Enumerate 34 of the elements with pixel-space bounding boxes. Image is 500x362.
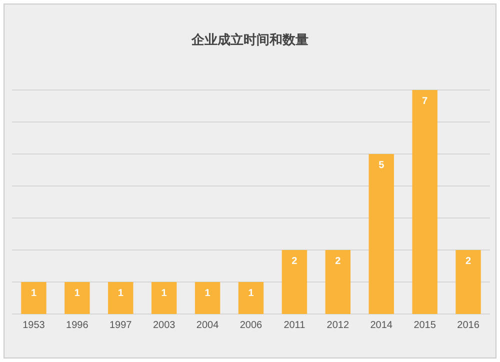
data-label: 1: [30, 288, 37, 299]
bar: [282, 250, 308, 314]
x-tick-label: 1997: [110, 320, 132, 331]
bar: [456, 250, 481, 314]
bar: [412, 90, 438, 314]
data-label: 7: [422, 96, 428, 107]
bar: [368, 154, 394, 314]
x-tick-label: 2016: [457, 320, 480, 331]
x-tick-label: 2014: [370, 320, 393, 331]
x-tick-label: 2012: [326, 320, 350, 331]
bar: [21, 282, 46, 314]
bar: [64, 282, 90, 314]
x-tick-label: 2015: [414, 320, 436, 331]
x-tick-label: 1996: [66, 320, 89, 331]
bar: [108, 282, 134, 314]
data-label: 1: [74, 288, 80, 299]
x-tick-label: 2003: [152, 320, 176, 331]
bar: [238, 282, 264, 314]
x-tick-label: 1953: [22, 320, 46, 331]
bar: [194, 282, 220, 314]
x-tick-label: 2011: [284, 320, 306, 331]
data-label: 1: [118, 288, 124, 299]
data-label: 2: [335, 256, 342, 267]
bar: [151, 282, 177, 314]
x-tick-label: 2004: [196, 320, 220, 331]
data-label: 2: [292, 256, 298, 267]
data-label: 1: [204, 288, 211, 299]
data-label: 1: [248, 288, 254, 299]
data-label: 5: [378, 160, 385, 171]
data-label: 2: [465, 256, 472, 267]
bar: [325, 250, 351, 314]
x-tick-label: 2006: [240, 320, 263, 331]
chart-title: 企业成立时间和数量: [190, 32, 308, 47]
data-label: 1: [161, 288, 168, 299]
